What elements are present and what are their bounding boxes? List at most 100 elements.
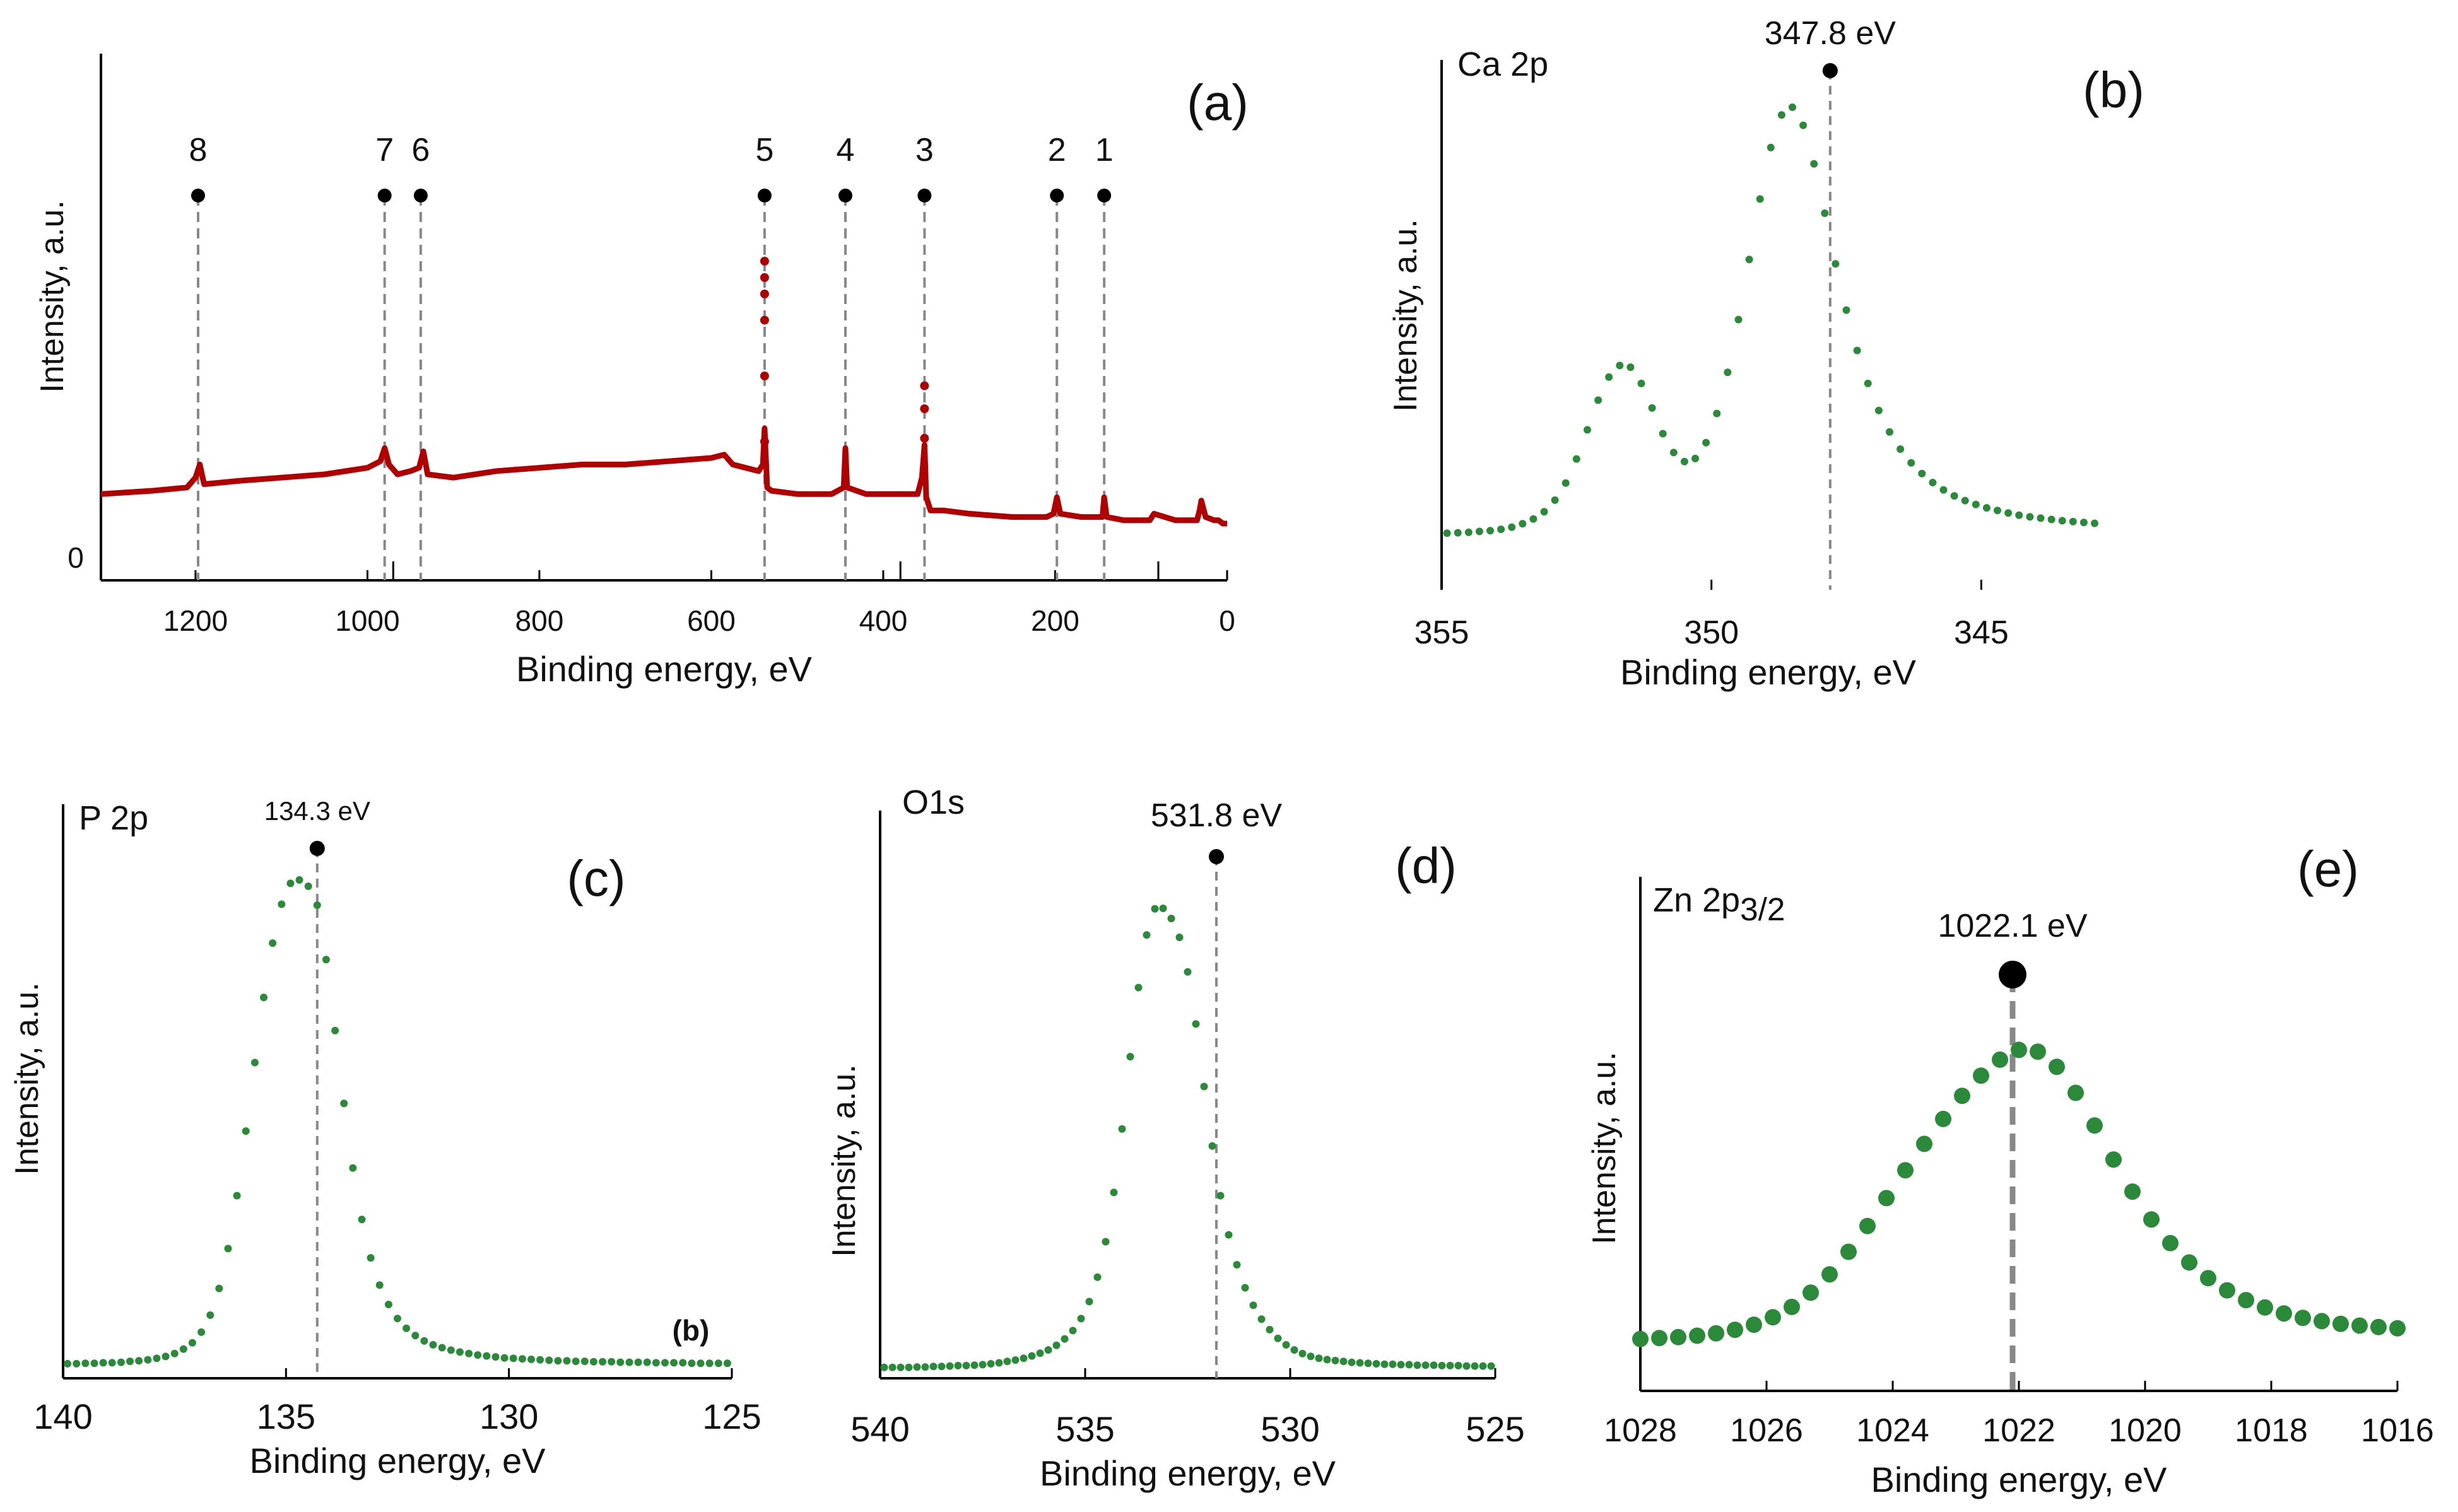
- data-point: [2351, 1317, 2368, 1334]
- data-point: [1745, 255, 1753, 264]
- data-point: [2124, 1183, 2141, 1200]
- x-axis-label: Binding energy, eV: [249, 1441, 546, 1480]
- data-point: [1859, 1217, 1876, 1234]
- peak-number-label: 8: [189, 132, 208, 168]
- peak-marker: [309, 841, 325, 856]
- data-point: [1878, 1190, 1895, 1207]
- data-point: [1842, 306, 1850, 314]
- data-point: [1061, 1335, 1069, 1343]
- survey-point: [760, 437, 769, 446]
- x-tick-label: 130: [479, 1397, 538, 1436]
- data-point: [2079, 519, 2088, 527]
- data-point: [2181, 1254, 2197, 1271]
- data-point: [616, 1358, 625, 1366]
- data-point: [2332, 1315, 2349, 1332]
- data-point: [1438, 1361, 1446, 1369]
- data-point: [1249, 1301, 1257, 1310]
- data-point: [500, 1354, 509, 1362]
- data-point: [1973, 1067, 1989, 1084]
- data-point: [962, 1361, 970, 1369]
- x-tick-label: 1028: [1604, 1412, 1677, 1449]
- data-point: [170, 1349, 179, 1357]
- data-point: [589, 1357, 597, 1366]
- peak-energy-label: 1022.1 eV: [1938, 908, 2087, 944]
- data-point: [1508, 523, 1516, 531]
- data-point: [536, 1356, 544, 1364]
- data-point: [2295, 1310, 2311, 1327]
- peak-energy-label: 347.8 eV: [1765, 15, 1896, 52]
- data-point: [108, 1359, 116, 1367]
- data-point: [242, 1127, 250, 1135]
- data-point: [1561, 479, 1570, 487]
- data-point: [1572, 455, 1580, 463]
- data-point: [278, 900, 286, 908]
- data-point: [1471, 1362, 1479, 1370]
- data-point: [1298, 1349, 1307, 1357]
- data-point: [1918, 469, 1926, 478]
- data-point: [634, 1358, 642, 1366]
- data-point: [580, 1357, 589, 1366]
- data-point: [1765, 1309, 1781, 1326]
- data-point: [179, 1345, 187, 1353]
- data-point: [1003, 1357, 1011, 1366]
- panel-annotation: (b): [673, 1314, 710, 1347]
- data-point: [1397, 1361, 1405, 1369]
- data-point: [1216, 1192, 1225, 1200]
- data-point: [438, 1344, 446, 1352]
- x-tick-label: 1022: [1982, 1412, 2055, 1449]
- data-point: [1364, 1359, 1372, 1368]
- data-point: [188, 1339, 196, 1347]
- data-point: [1708, 1325, 1724, 1342]
- data-point: [1689, 1327, 1705, 1344]
- data-point: [1257, 1315, 1266, 1323]
- data-point: [921, 1363, 929, 1371]
- x-tick-label: 355: [1414, 614, 1469, 651]
- data-point: [1961, 496, 1969, 505]
- data-point: [1479, 1362, 1487, 1370]
- survey-point: [920, 433, 929, 443]
- data-point: [99, 1359, 107, 1367]
- data-point: [491, 1353, 500, 1361]
- data-point: [375, 1281, 384, 1289]
- data-point: [1648, 404, 1656, 412]
- data-point: [1669, 448, 1678, 457]
- x-tick-label: 1026: [1730, 1412, 1803, 1449]
- data-point: [679, 1359, 687, 1367]
- peak-energy-label: 134.3 eV: [264, 796, 370, 826]
- data-point: [340, 1099, 348, 1108]
- data-point: [1916, 1135, 1932, 1152]
- data-point: [224, 1245, 232, 1253]
- data-point: [1605, 373, 1613, 381]
- spectrum-title: O1s: [902, 783, 965, 821]
- x-tick-label: 140: [33, 1397, 92, 1436]
- data-point: [2162, 1234, 2179, 1251]
- data-point: [367, 1254, 375, 1262]
- data-point: [322, 956, 330, 964]
- data-point: [1241, 1284, 1249, 1292]
- data-point: [1134, 983, 1143, 992]
- data-point: [954, 1361, 962, 1369]
- data-point: [429, 1340, 437, 1349]
- data-point: [1487, 1362, 1495, 1370]
- data-point: [215, 1284, 223, 1292]
- data-point: [1233, 1261, 1241, 1269]
- data-point: [447, 1346, 455, 1354]
- data-point: [260, 993, 268, 1002]
- peak-marker: [1050, 189, 1064, 202]
- data-point: [2200, 1270, 2216, 1287]
- data-point: [2091, 519, 2098, 527]
- data-point: [527, 1356, 535, 1363]
- spectrum-title-main: O1s: [902, 783, 965, 821]
- data-point: [1519, 520, 1527, 528]
- data-point: [938, 1363, 946, 1371]
- data-point: [1126, 1053, 1134, 1061]
- x-tick-labels: 355 350 345: [1414, 614, 2009, 651]
- data-point: [2105, 1151, 2122, 1168]
- peak-energy-label: 531.8 eV: [1151, 797, 1282, 834]
- data-point: [1702, 438, 1710, 447]
- data-point: [1802, 1284, 1819, 1301]
- data-point: [465, 1349, 473, 1357]
- data-point: [1036, 1349, 1044, 1357]
- data-point: [1810, 160, 1818, 168]
- data-point: [2276, 1305, 2292, 1322]
